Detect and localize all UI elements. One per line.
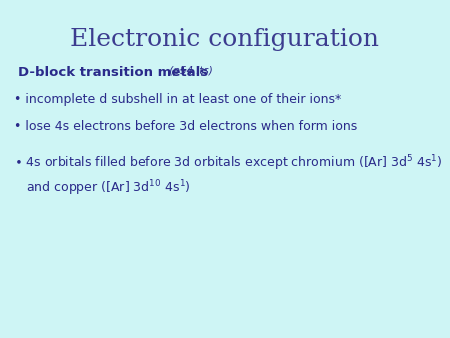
Text: • incomplete d subshell in at least one of their ions*: • incomplete d subshell in at least one … — [14, 93, 341, 106]
Text: • lose 4s electrons before 3d electrons when form ions: • lose 4s electrons before 3d electrons … — [14, 120, 357, 133]
Text: (p54 lts): (p54 lts) — [166, 66, 213, 76]
Text: Electronic configuration: Electronic configuration — [71, 28, 379, 51]
Text: and copper ([Ar] 3d$^{10}$ 4s$^1$): and copper ([Ar] 3d$^{10}$ 4s$^1$) — [26, 178, 191, 198]
Text: $\bullet$ 4s orbitals filled before 3d orbitals except chromium ([Ar] 3d$^5$ 4s$: $\bullet$ 4s orbitals filled before 3d o… — [14, 153, 443, 173]
Text: D-block transition metals: D-block transition metals — [18, 66, 208, 79]
